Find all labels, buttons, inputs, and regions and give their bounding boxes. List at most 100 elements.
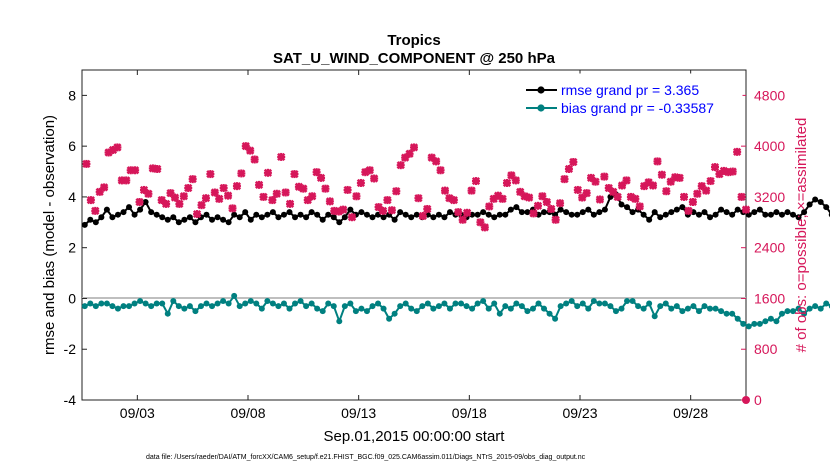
x-axis: 09/03 09/08 09/13 09/18 09/23 09/28 <box>120 70 708 421</box>
bias-point <box>773 318 780 325</box>
bias-point <box>314 305 321 312</box>
rmse-point <box>225 219 232 226</box>
rmse-point <box>662 211 669 218</box>
bias-point <box>413 308 420 315</box>
bias-point <box>707 305 714 312</box>
obs-assimilated-marker <box>591 177 600 186</box>
bias-point <box>684 305 691 312</box>
bias-point <box>823 300 830 307</box>
rmse-point <box>430 214 437 221</box>
rmse-point <box>269 209 276 216</box>
rmse-point <box>518 209 525 216</box>
obs-assimilated-marker <box>600 172 609 181</box>
obs-assimilated-marker <box>268 195 277 205</box>
obs-assimilated-marker <box>573 185 582 195</box>
obs-assimilated-marker <box>471 176 481 186</box>
rmse-point <box>745 211 752 218</box>
rmse-point <box>164 216 171 223</box>
obs-assimilated-marker <box>502 178 512 188</box>
rmse-point <box>181 216 188 223</box>
rmse-point <box>767 211 774 218</box>
bias-point <box>225 300 232 307</box>
rmse-point <box>513 204 520 211</box>
bias-point <box>491 300 498 307</box>
bias-point <box>701 303 708 310</box>
obs-assimilated-marker <box>467 186 476 195</box>
obs-assimilated-marker <box>551 215 560 224</box>
bias-point <box>120 303 127 310</box>
obs-assimilated-marker <box>192 209 202 219</box>
y-left-tick-label: -2 <box>64 341 77 357</box>
obs-assimilated-marker <box>210 188 219 197</box>
y-right-tick-label: 4800 <box>754 87 785 103</box>
bias-point <box>192 308 199 315</box>
bias-point <box>347 300 354 307</box>
x-tick-label: 09/18 <box>452 405 487 421</box>
bias-point <box>651 313 658 320</box>
rmse-point <box>264 211 271 218</box>
rmse-point <box>751 209 758 216</box>
bias-point <box>762 318 769 325</box>
rmse-point <box>435 211 442 218</box>
rmse-point <box>441 214 448 221</box>
bias-point <box>402 300 409 307</box>
rmse-point <box>718 206 725 213</box>
bias-point <box>308 300 315 307</box>
rmse-point <box>568 211 575 218</box>
bias-point <box>568 298 575 304</box>
rmse-point <box>801 209 808 216</box>
obs-assimilated-marker <box>277 152 286 162</box>
bias-point <box>563 300 570 307</box>
obs-assimilated-marker <box>383 195 392 205</box>
bias-point <box>751 320 758 327</box>
obs-assimilated-marker <box>440 186 450 195</box>
obs-assimilated-marker <box>303 195 312 205</box>
bias-point <box>485 305 492 312</box>
rmse-point <box>336 219 343 226</box>
obs-assimilated-marker <box>741 205 751 214</box>
rmse-point <box>341 214 348 221</box>
x-axis-label: Sep.01,2015 00:00:00 start <box>324 428 506 445</box>
bias-point <box>596 300 603 307</box>
rmse-point <box>712 211 719 218</box>
rmse-point <box>524 209 531 216</box>
rmse-point <box>784 209 791 216</box>
bias-point <box>745 323 752 330</box>
obs-assimilated-marker <box>675 173 684 183</box>
rmse-point <box>297 211 304 218</box>
obs-assimilated-marker <box>582 188 591 198</box>
obs-assimilated-marker <box>347 213 357 222</box>
bias-point <box>363 308 370 315</box>
rmse-point <box>795 214 802 221</box>
bias-point <box>474 300 481 307</box>
bias-point <box>723 310 730 317</box>
rmse-point <box>507 206 514 213</box>
obs-assimilated-marker <box>524 193 534 202</box>
x-tick-label: 09/13 <box>341 405 376 421</box>
bias-point <box>236 303 243 310</box>
obs-assimilated-marker <box>135 197 144 207</box>
obs-assimilated-marker <box>463 208 472 217</box>
rmse-point <box>480 209 487 216</box>
bias-point <box>131 300 138 307</box>
y-right-tick-label: 1600 <box>754 290 785 306</box>
bias-point <box>153 300 160 307</box>
bias-point <box>662 300 669 307</box>
obs-assimilated-marker <box>321 184 330 193</box>
rmse-point <box>142 199 149 205</box>
obs-assimilated-marker <box>100 183 109 192</box>
y-right-tick-label: 4000 <box>754 138 785 154</box>
rmse-point <box>762 211 769 218</box>
rmse-point <box>402 211 409 218</box>
rmse-point <box>391 216 398 223</box>
obs-assimilated-marker <box>401 153 410 162</box>
bias-point <box>452 300 459 307</box>
bias-point <box>280 300 287 307</box>
rmse-point <box>563 209 570 216</box>
y-left-tick-label: 6 <box>68 138 76 154</box>
bias-point <box>640 305 647 312</box>
rmse-point <box>92 219 99 226</box>
bias-point <box>408 305 415 312</box>
bias-point <box>601 300 608 307</box>
rmse-point <box>695 211 702 218</box>
